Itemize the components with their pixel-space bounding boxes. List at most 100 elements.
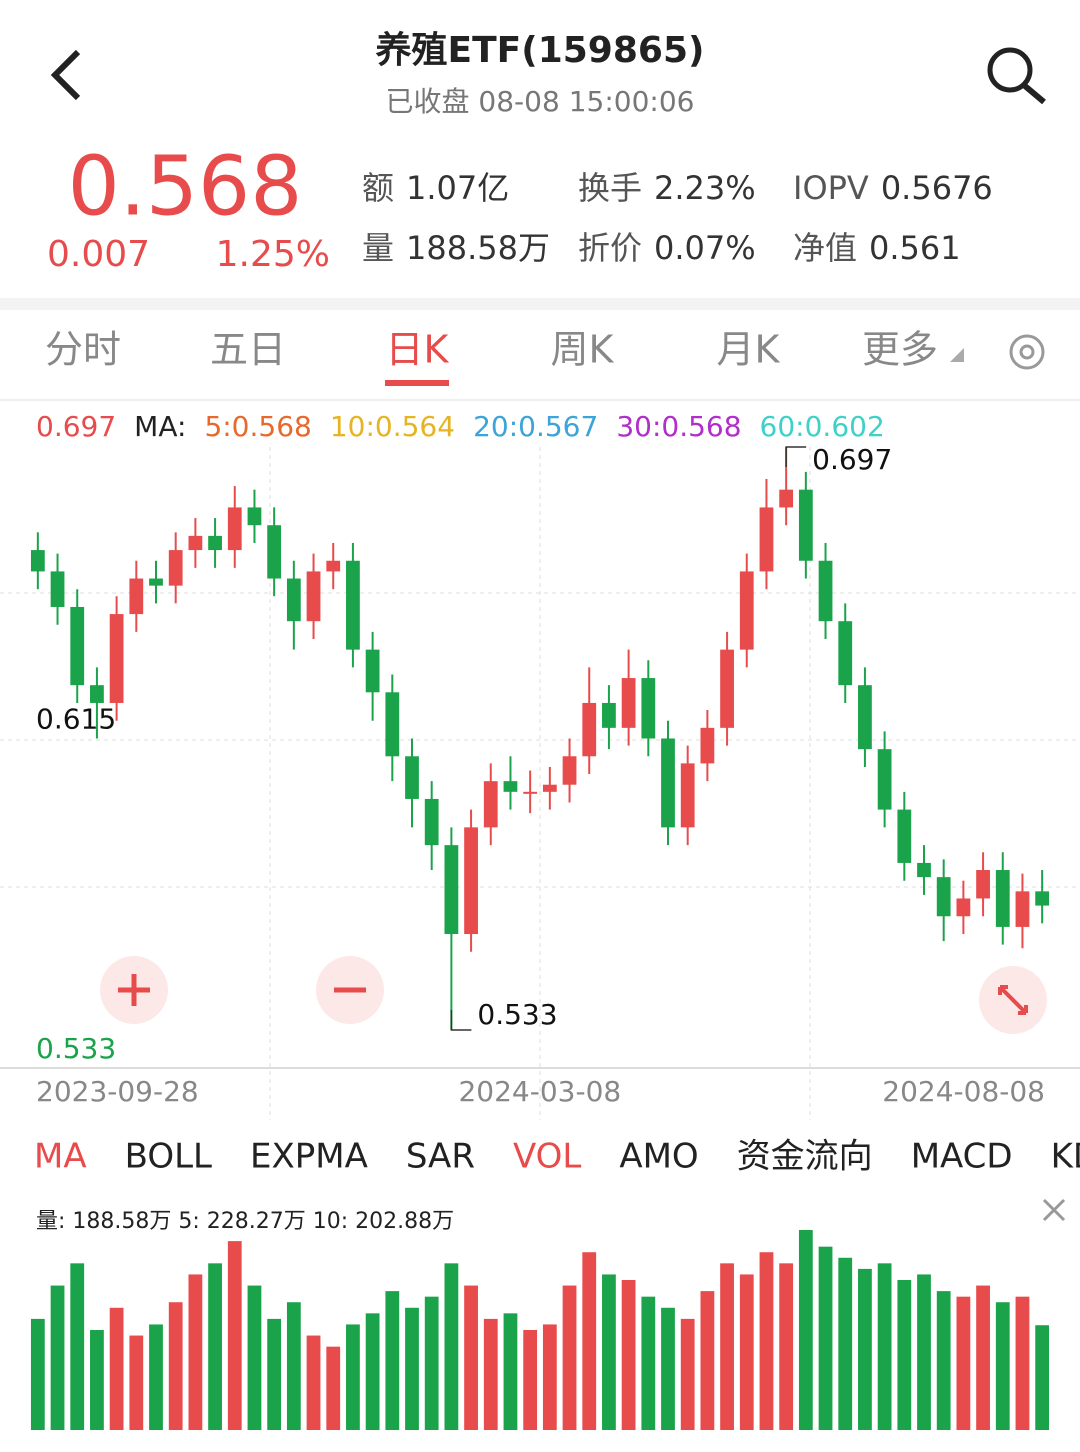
volume-bar: [798, 1230, 813, 1430]
indicator-tab[interactable]: 资金流向: [737, 1137, 873, 1177]
candle-body: [70, 606, 85, 686]
indicator-tab[interactable]: KD: [1051, 1137, 1080, 1177]
legend-high: 0.697: [36, 410, 116, 443]
candle-body: [838, 621, 853, 686]
indicator-tab[interactable]: VOL: [513, 1137, 581, 1177]
volume-bar: [542, 1324, 557, 1430]
high-annotation: 0.697: [812, 443, 892, 476]
volume-bar: [483, 1318, 498, 1430]
tab[interactable]: 周K: [551, 328, 615, 372]
candle-body: [542, 784, 557, 792]
indicator-tab[interactable]: AMO: [619, 1137, 698, 1177]
subtitle: 已收盘 08-08 15:00:06: [386, 85, 695, 118]
volume-bar: [188, 1274, 203, 1430]
back-button[interactable]: [50, 49, 81, 101]
indicator-tab[interactable]: MA: [34, 1137, 87, 1177]
price: 0.568: [68, 139, 303, 234]
candle-body: [365, 649, 380, 693]
settings-button[interactable]: [1009, 334, 1045, 370]
volume-bar: [503, 1313, 518, 1430]
volume-bar: [464, 1285, 478, 1430]
zoom-in[interactable]: [100, 956, 168, 1024]
stat-value: 0.07%: [654, 229, 756, 267]
candle-body: [582, 702, 597, 757]
volume-bar: [739, 1274, 754, 1430]
candle-body: [995, 870, 1010, 927]
fullscreen[interactable]: [979, 966, 1047, 1034]
candle-body: [621, 678, 636, 728]
stat-value: 1.07亿: [406, 169, 509, 207]
volume-bar: [759, 1252, 774, 1430]
candle-body: [779, 489, 794, 508]
candle-body: [897, 809, 912, 863]
volume-bar: [149, 1324, 163, 1430]
volume-bar: [641, 1296, 656, 1430]
candle-body: [562, 756, 577, 785]
candle-body: [30, 550, 45, 572]
candle-body: [798, 489, 813, 561]
stat-value: 2.23%: [654, 169, 756, 207]
volume-bar: [877, 1263, 892, 1430]
tab[interactable]: 分时: [45, 328, 121, 372]
volume-bar: [227, 1241, 242, 1430]
candle-body: [739, 571, 754, 650]
close-volume[interactable]: [1042, 1198, 1066, 1222]
low-annotation: 0.533: [477, 998, 557, 1031]
volume-bar: [444, 1263, 459, 1430]
volume-bar: [286, 1302, 301, 1430]
volume-bar: [405, 1307, 419, 1430]
indicator-tab[interactable]: MACD: [911, 1137, 1013, 1177]
more-arrow: [950, 348, 964, 362]
stat-label: 换手: [578, 169, 642, 207]
candle-body: [700, 727, 715, 764]
candle-body: [680, 763, 695, 828]
stat-value: 188.58万: [406, 229, 550, 267]
gear-center: [1019, 344, 1035, 360]
volume-bar: [700, 1291, 715, 1430]
legend-ma: 20:0.567: [473, 410, 598, 443]
tab[interactable]: 月K: [717, 328, 781, 372]
candle-body: [267, 525, 282, 579]
candle-body: [464, 827, 478, 935]
candle-body: [188, 535, 203, 551]
volume-bar: [523, 1330, 538, 1430]
tab[interactable]: 日K: [386, 328, 450, 372]
low-pointer: [450, 1010, 472, 1031]
candle-body: [877, 749, 892, 810]
x-tick-label: 2024-08-08: [882, 1075, 1045, 1108]
search-button[interactable]: [987, 47, 1033, 93]
y-min-label: 0.533: [36, 1032, 116, 1065]
candle-body: [90, 685, 104, 703]
volume-bar: [995, 1302, 1010, 1430]
candle-body: [346, 560, 360, 650]
volume-bar: [326, 1346, 341, 1430]
volume-bar: [779, 1263, 794, 1430]
candle-body: [444, 845, 459, 935]
gear: [1009, 334, 1045, 370]
volume-bar: [602, 1274, 616, 1430]
indicator-tab[interactable]: EXPMA: [250, 1137, 368, 1177]
volume-bar: [936, 1291, 951, 1430]
candle-body: [405, 756, 419, 799]
tab[interactable]: 更多: [862, 328, 938, 372]
volume-bar: [385, 1291, 400, 1430]
x-tick-label: 2023-09-28: [36, 1075, 199, 1108]
volume-bar: [956, 1296, 971, 1430]
volume-bar: [897, 1280, 912, 1430]
volume-bar: [424, 1296, 439, 1430]
volume-bar: [720, 1263, 734, 1430]
indicator-tab[interactable]: BOLL: [125, 1137, 212, 1177]
stat-label: 量: [362, 229, 394, 267]
volume-bar: [30, 1318, 45, 1430]
stat-label: 额: [362, 169, 394, 207]
separator: [0, 298, 1080, 310]
candle-body: [326, 560, 341, 572]
zoom-out[interactable]: [316, 956, 384, 1024]
tab[interactable]: 五日: [210, 328, 286, 372]
volume-bar: [1015, 1296, 1030, 1430]
x-tick-label: 2024-03-08: [458, 1075, 621, 1108]
candle-body: [247, 507, 262, 526]
change: 0.007: [47, 234, 150, 275]
indicator-tab[interactable]: SAR: [406, 1137, 475, 1177]
